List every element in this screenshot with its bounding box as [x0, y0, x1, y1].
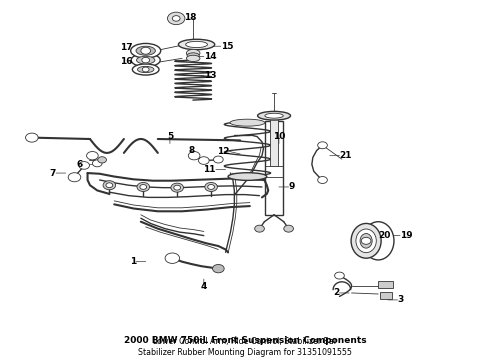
Ellipse shape	[187, 53, 199, 58]
Circle shape	[68, 173, 81, 182]
Ellipse shape	[131, 54, 160, 67]
Ellipse shape	[228, 173, 267, 180]
Text: 2000 BMW 750iL Front Suspension Components: 2000 BMW 750iL Front Suspension Componen…	[123, 336, 367, 345]
Ellipse shape	[178, 39, 215, 50]
Circle shape	[141, 47, 150, 54]
Ellipse shape	[230, 119, 265, 126]
Text: 18: 18	[184, 13, 197, 22]
Text: 17: 17	[120, 44, 133, 53]
Ellipse shape	[186, 55, 200, 62]
Text: 1: 1	[130, 257, 136, 266]
Circle shape	[106, 183, 113, 188]
Ellipse shape	[356, 229, 376, 253]
Circle shape	[205, 183, 218, 192]
Circle shape	[214, 156, 223, 163]
FancyBboxPatch shape	[266, 121, 283, 215]
Ellipse shape	[131, 44, 161, 58]
Text: 4: 4	[200, 282, 207, 291]
Text: 13: 13	[204, 71, 216, 80]
Circle shape	[174, 185, 181, 190]
Text: 14: 14	[204, 52, 217, 61]
Ellipse shape	[360, 234, 372, 248]
Circle shape	[284, 225, 294, 232]
Ellipse shape	[186, 41, 207, 48]
Ellipse shape	[186, 49, 200, 57]
Circle shape	[165, 253, 180, 264]
Circle shape	[137, 183, 149, 192]
Circle shape	[98, 157, 106, 163]
Text: 11: 11	[203, 165, 216, 174]
Text: 16: 16	[120, 57, 133, 66]
Text: 3: 3	[397, 296, 404, 305]
FancyBboxPatch shape	[380, 292, 392, 299]
Text: 5: 5	[167, 132, 173, 141]
Ellipse shape	[265, 113, 283, 118]
Ellipse shape	[136, 46, 155, 55]
Circle shape	[168, 12, 185, 25]
Circle shape	[93, 160, 102, 167]
Circle shape	[172, 15, 180, 21]
Text: 7: 7	[49, 168, 56, 177]
Circle shape	[140, 185, 147, 189]
Text: 21: 21	[340, 151, 352, 160]
Circle shape	[188, 152, 200, 160]
Text: 9: 9	[289, 183, 295, 192]
Circle shape	[361, 237, 371, 244]
Text: 12: 12	[217, 147, 229, 156]
Ellipse shape	[363, 222, 394, 260]
Circle shape	[142, 67, 149, 72]
Text: Lower Control Arm, Ride Control, Stabilizer Bar
Stabilizer Rubber Mounting Diagr: Lower Control Arm, Ride Control, Stabili…	[138, 337, 352, 356]
Ellipse shape	[137, 56, 155, 64]
Circle shape	[171, 183, 183, 192]
Ellipse shape	[258, 111, 291, 120]
Text: 2: 2	[333, 288, 340, 297]
Text: 15: 15	[221, 42, 233, 51]
Circle shape	[79, 162, 90, 169]
Circle shape	[198, 157, 209, 165]
Text: 8: 8	[189, 146, 195, 155]
FancyBboxPatch shape	[378, 281, 393, 288]
Text: 19: 19	[400, 231, 413, 240]
Circle shape	[142, 57, 149, 63]
Text: 10: 10	[273, 132, 285, 141]
FancyBboxPatch shape	[270, 117, 278, 166]
Circle shape	[213, 265, 224, 273]
Ellipse shape	[132, 64, 159, 75]
Circle shape	[255, 225, 265, 232]
Circle shape	[335, 272, 344, 279]
Text: 6: 6	[76, 160, 83, 169]
Ellipse shape	[138, 66, 154, 73]
Circle shape	[25, 133, 38, 142]
Circle shape	[208, 185, 215, 189]
Circle shape	[318, 176, 327, 184]
Ellipse shape	[351, 224, 381, 258]
Circle shape	[318, 142, 327, 149]
Circle shape	[103, 181, 116, 190]
Text: 20: 20	[378, 231, 391, 240]
Circle shape	[87, 152, 98, 160]
